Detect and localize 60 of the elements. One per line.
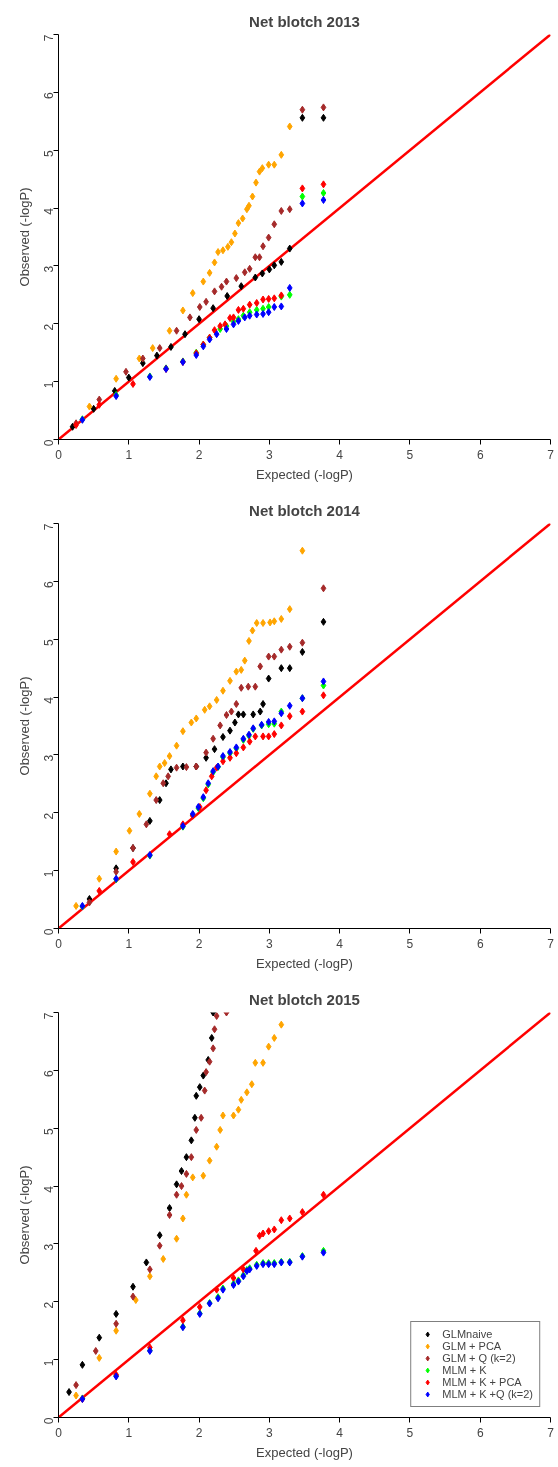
- y-tick-label: 0: [42, 439, 56, 447]
- y-axis-title: Observed (-logP): [16, 1165, 32, 1265]
- x-tick-label: 2: [195, 447, 203, 462]
- y-tick-label: 2: [42, 812, 56, 820]
- y-tick-label: 4: [42, 1185, 56, 1193]
- legend-label: MLM + K +Q (k=2): [442, 1388, 533, 1400]
- y-tick-label: 7: [42, 523, 56, 531]
- y-tick-label: 0: [42, 928, 56, 936]
- y-tick-label: 5: [42, 1127, 56, 1135]
- x-tick-label: 1: [125, 1425, 133, 1440]
- legend-label: MLM + K + PCA: [442, 1376, 522, 1388]
- y-tick-label: 5: [42, 149, 56, 157]
- legend-label: GLMnaive: [442, 1328, 493, 1340]
- y-tick-label: 2: [42, 1301, 56, 1309]
- y-tick-label: 2: [42, 323, 56, 331]
- chart-title: Net blotch 2015: [249, 990, 360, 1008]
- y-tick-label: 1: [42, 1359, 56, 1367]
- y-tick-label: 0: [42, 1417, 56, 1425]
- x-tick-label: 5: [406, 447, 414, 462]
- y-tick-label: 4: [42, 207, 56, 215]
- x-axis-title: Expected (-logP): [256, 466, 353, 482]
- x-axis-title: Expected (-logP): [256, 1444, 353, 1460]
- x-tick-label: 5: [406, 936, 414, 951]
- x-tick-label: 2: [195, 1425, 203, 1440]
- x-tick-label: 1: [125, 936, 133, 951]
- x-tick-label: 6: [476, 447, 484, 462]
- x-tick-label: 7: [547, 1425, 555, 1440]
- x-tick-label: 3: [266, 936, 274, 951]
- legend-label: GLM + Q (k=2): [442, 1352, 516, 1364]
- x-tick-label: 4: [336, 1425, 344, 1440]
- x-tick-label: 7: [547, 447, 555, 462]
- x-tick-label: 4: [336, 447, 344, 462]
- x-tick-label: 6: [476, 936, 484, 951]
- y-axis-title: Observed (-logP): [16, 676, 32, 776]
- x-tick-label: 5: [406, 1425, 414, 1440]
- x-tick-label: 7: [547, 936, 555, 951]
- y-tick-label: 1: [42, 381, 56, 389]
- legend-label: MLM + K: [442, 1364, 487, 1376]
- y-tick-label: 7: [42, 1012, 56, 1020]
- y-tick-label: 6: [42, 581, 56, 589]
- y-tick-label: 3: [42, 265, 56, 273]
- x-tick-label: 6: [476, 1425, 484, 1440]
- y-axis-title: Observed (-logP): [16, 187, 32, 287]
- x-tick-label: 2: [195, 936, 203, 951]
- y-tick-label: 1: [42, 870, 56, 878]
- y-tick-label: 3: [42, 1243, 56, 1251]
- y-tick-label: 6: [42, 92, 56, 100]
- x-axis-title: Expected (-logP): [256, 955, 353, 971]
- x-tick-label: 3: [266, 1425, 274, 1440]
- legend-label: GLM + PCA: [442, 1340, 502, 1352]
- y-tick-label: 5: [42, 638, 56, 646]
- y-tick-label: 3: [42, 754, 56, 762]
- x-tick-label: 3: [266, 447, 274, 462]
- y-tick-label: 6: [42, 1070, 56, 1078]
- y-tick-label: 7: [42, 34, 56, 42]
- y-tick-label: 4: [42, 696, 56, 704]
- x-tick-label: 4: [336, 936, 344, 951]
- chart-title: Net blotch 2013: [249, 12, 360, 30]
- x-tick-label: 1: [125, 447, 133, 462]
- chart-title: Net blotch 2014: [249, 501, 361, 519]
